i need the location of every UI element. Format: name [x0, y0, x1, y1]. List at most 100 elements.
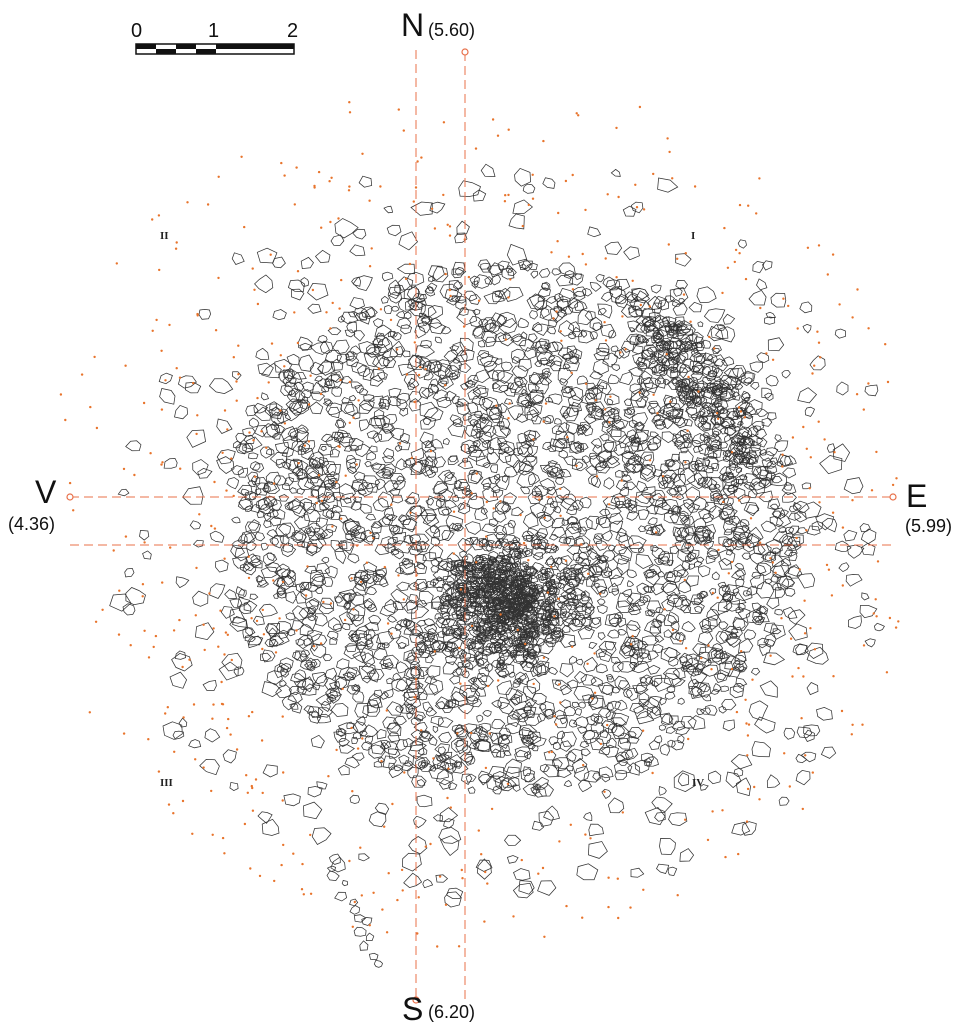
stone — [440, 561, 456, 573]
find-dot — [676, 257, 679, 260]
stone — [349, 905, 361, 915]
stone — [736, 420, 744, 426]
stone — [684, 552, 696, 563]
stone — [550, 544, 559, 551]
stone — [677, 377, 695, 390]
stone — [419, 431, 434, 447]
find-dot — [167, 803, 171, 806]
stone — [670, 368, 682, 378]
stone — [672, 328, 687, 340]
stone — [507, 405, 524, 421]
find-dot — [744, 277, 748, 281]
stone — [780, 557, 792, 567]
stone — [491, 613, 501, 622]
stone — [362, 368, 375, 381]
stone — [520, 768, 536, 783]
stone — [541, 282, 550, 290]
stone — [732, 487, 746, 501]
stone — [662, 316, 670, 324]
stone — [189, 520, 202, 530]
stone — [309, 401, 324, 415]
stone — [275, 458, 286, 469]
stone — [803, 724, 821, 737]
find-dot — [721, 291, 724, 295]
stone — [254, 274, 274, 294]
find-dot — [740, 650, 743, 653]
stone — [675, 253, 692, 267]
stone — [425, 655, 434, 664]
stone — [737, 494, 751, 505]
stone — [272, 309, 287, 321]
stone — [534, 589, 540, 595]
stone — [372, 572, 383, 582]
stone — [522, 574, 532, 585]
stone — [654, 363, 665, 374]
stone — [330, 234, 345, 246]
stone — [507, 519, 516, 529]
stone — [386, 721, 402, 737]
find-dot — [480, 853, 483, 856]
stone — [478, 722, 491, 733]
find-dot — [802, 425, 805, 429]
find-dot — [370, 247, 373, 250]
stone — [485, 646, 498, 655]
stone — [636, 582, 649, 596]
stone — [477, 568, 484, 574]
stone — [341, 396, 351, 405]
stone — [442, 705, 454, 714]
stone — [363, 394, 375, 403]
stone — [497, 437, 508, 448]
stone — [743, 538, 755, 553]
find-dot — [413, 696, 416, 699]
stone — [498, 317, 518, 335]
stone — [713, 416, 726, 426]
find-dot — [559, 701, 562, 704]
find-dot — [559, 330, 562, 333]
stone — [337, 764, 350, 776]
find-dot — [608, 421, 611, 424]
stone — [641, 349, 654, 361]
stone — [275, 684, 292, 698]
stone — [587, 547, 600, 561]
stone — [366, 430, 379, 439]
stone — [704, 501, 717, 513]
stone — [293, 513, 311, 530]
find-dot — [420, 729, 423, 732]
find-dot — [93, 355, 96, 359]
find-dot — [430, 207, 434, 210]
stone — [726, 411, 739, 420]
stone — [447, 699, 457, 709]
stone — [490, 577, 503, 586]
stone — [474, 274, 491, 289]
stone — [583, 770, 602, 783]
stone — [612, 554, 630, 565]
find-dot — [195, 432, 198, 436]
find-dot — [570, 645, 574, 648]
stone — [650, 583, 664, 596]
stone — [495, 750, 506, 758]
stone — [651, 796, 673, 813]
stone — [453, 478, 469, 492]
find-dot — [124, 535, 128, 538]
stone — [511, 365, 529, 381]
stone — [296, 471, 306, 481]
stone — [297, 445, 307, 455]
find-dot — [283, 365, 286, 368]
find-dot — [227, 717, 230, 721]
stone — [736, 475, 748, 485]
stone — [256, 575, 267, 587]
stone — [752, 544, 766, 556]
find-dot — [599, 592, 602, 595]
stone — [697, 443, 711, 456]
stone — [468, 740, 480, 750]
stone — [691, 463, 699, 470]
stone — [588, 823, 604, 837]
stone — [697, 476, 708, 485]
stone — [737, 478, 744, 486]
stone — [733, 440, 744, 453]
stone — [307, 786, 323, 798]
stone — [677, 697, 685, 705]
stone — [464, 661, 474, 671]
stone — [651, 546, 666, 560]
find-dot — [397, 108, 400, 111]
